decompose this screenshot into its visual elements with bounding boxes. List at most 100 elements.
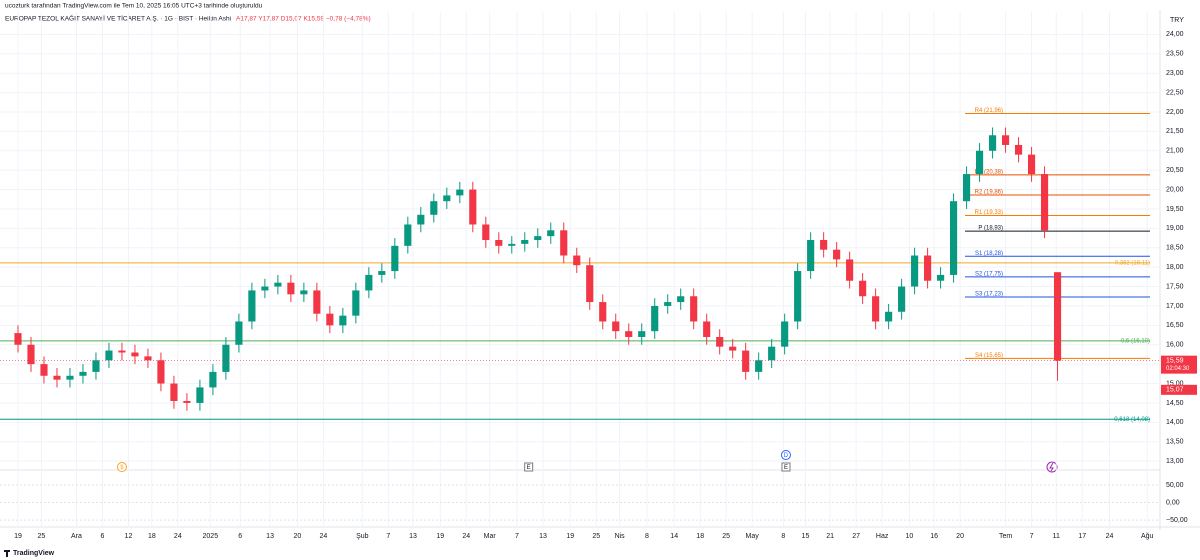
candle-body (872, 296, 880, 322)
candle-body (846, 259, 854, 281)
credit: ucozturk tarafından TradingView.com ile … (5, 3, 263, 10)
candle-body (157, 360, 165, 384)
x-tick-label: 20 (956, 533, 964, 540)
event-box (524, 462, 534, 472)
x-tick-label: 24 (1106, 533, 1114, 540)
candle-body (222, 344, 230, 372)
candle-body (430, 201, 438, 215)
candle-body (859, 280, 867, 297)
candle-body (287, 282, 295, 295)
candle-body (638, 331, 646, 337)
candle-body (261, 286, 269, 291)
x-tick-label: 19 (566, 533, 574, 540)
x-tick-label: 12 (125, 533, 133, 540)
event-label: D (784, 453, 789, 459)
y-tick-label: 17,50 (1166, 283, 1184, 290)
y-tick-label: 14,50 (1166, 400, 1184, 407)
y-tick-label: 16,50 (1166, 322, 1184, 329)
countdown: 02:04:30 (1166, 366, 1190, 372)
candle-body (131, 352, 139, 357)
candle-body (911, 255, 919, 287)
candle-body (976, 150, 984, 175)
x-tick-label: 13 (409, 533, 417, 540)
x-tick-label: Ağu (1141, 533, 1154, 540)
x-tick-label: 8 (781, 533, 785, 540)
x-tick-label: 13 (539, 533, 547, 540)
pivot-label: R4 (21,96) (975, 108, 1003, 114)
fib-label: 0,618 (14,08) (1114, 417, 1150, 423)
candle-body (807, 240, 815, 272)
pivot-label: R3 (20,38) (975, 169, 1003, 175)
currency: TRY (1170, 17, 1184, 24)
x-tick-label: 7 (1030, 533, 1034, 540)
osc-tick-label: 50,00 (1166, 482, 1184, 489)
candle-body (742, 350, 750, 372)
candle-body (833, 249, 841, 260)
candle-body (66, 375, 74, 380)
candle-body (235, 321, 243, 345)
y-tick-label: 16,00 (1166, 342, 1184, 349)
chart-title: EUROPAP TEZOL KAĞIT SANAYİ VE TİCARET A.… (5, 14, 231, 23)
y-tick-label: 19,00 (1166, 225, 1184, 232)
x-tick-label: 6 (238, 533, 242, 540)
candle-body (404, 224, 412, 246)
x-tick-label: 24 (462, 533, 470, 540)
y-tick-label: 20,50 (1166, 167, 1184, 174)
candle-body (988, 135, 997, 151)
y-tick-label: 23,50 (1166, 51, 1184, 58)
ohlc-text: A17,87 Y17,87 D15,07 K15,59 −0,78 (−4,78… (236, 16, 371, 23)
x-tick-label: Mar (484, 533, 497, 540)
candle-body (248, 290, 256, 322)
candle-body (573, 255, 581, 266)
candle-body (118, 350, 126, 353)
x-tick-label: Tem (999, 533, 1012, 540)
y-tick-label: 24,00 (1166, 31, 1184, 38)
candle-body (196, 387, 204, 403)
candle-body (378, 271, 386, 275)
x-tick-label: 6 (101, 533, 105, 540)
candle-body (1040, 174, 1049, 231)
candle-body (469, 189, 477, 225)
x-tick-label: 21 (826, 533, 834, 540)
x-tick-label: 19 (14, 533, 22, 540)
candle-body (625, 331, 633, 337)
fib-label: 0,382 (18,11) (1115, 260, 1150, 266)
candle-body (1053, 272, 1062, 361)
candle-body (508, 243, 516, 246)
candle-body (443, 195, 451, 202)
event-box (781, 462, 791, 472)
x-tick-label: 25 (722, 533, 730, 540)
low-price-label: 15,07 (1166, 387, 1184, 394)
pivot-label: S3 (17,23) (975, 292, 1003, 298)
candle-body (547, 230, 555, 237)
y-tick-label: 18,00 (1166, 264, 1184, 271)
candle-body (703, 321, 711, 337)
candle-body (820, 240, 828, 250)
lightning-glyph (1049, 462, 1054, 472)
candle-body (313, 290, 321, 314)
fib-label: 0,5 (16,10) (1121, 338, 1150, 344)
pivot-label: S2 (17,75) (975, 271, 1003, 277)
x-tick-label: 13 (266, 533, 274, 540)
x-tick-label: 16 (930, 533, 938, 540)
pivot-label: S4 (15,65) (975, 353, 1003, 359)
candle-body (209, 371, 217, 388)
candle-body (1014, 144, 1023, 155)
pivot-label: R2 (19,86) (975, 190, 1003, 196)
x-tick-label: Ara (71, 533, 82, 540)
y-tick-label: 13,00 (1166, 458, 1184, 465)
candle-body (716, 336, 724, 347)
candle-body (963, 174, 971, 202)
candle-body (1027, 154, 1036, 175)
candle-body (183, 400, 191, 403)
candle-body (92, 360, 100, 372)
osc-tick-label: −50,00 (1166, 517, 1188, 524)
candle-body (950, 201, 958, 275)
x-tick-label: 20 (293, 533, 301, 540)
x-tick-label: 18 (696, 533, 704, 540)
pivot-label: R1 (19,33) (975, 210, 1003, 216)
candle-body (781, 321, 789, 347)
candle-body (339, 315, 347, 326)
x-tick-label: Şub (356, 533, 369, 540)
y-tick-label: 21,00 (1166, 148, 1184, 155)
